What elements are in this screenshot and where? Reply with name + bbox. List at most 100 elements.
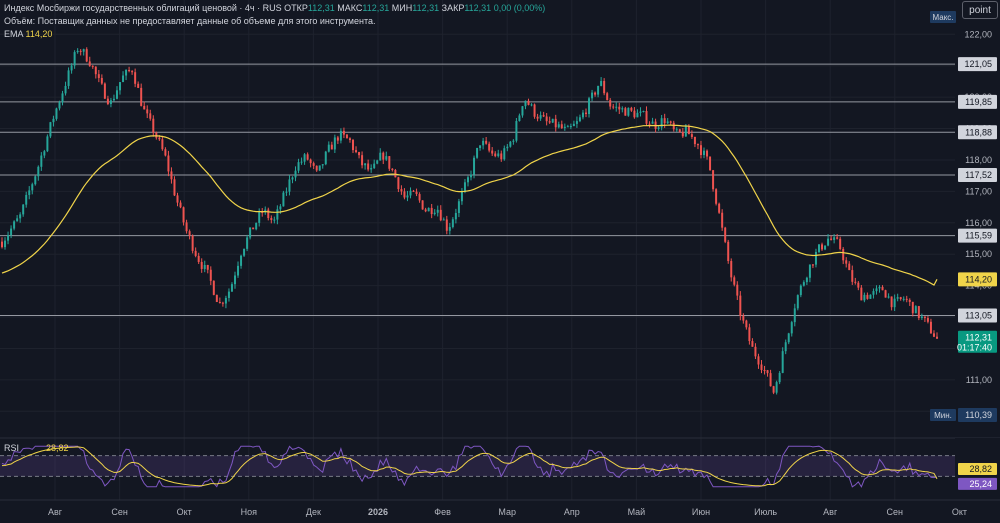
candle-body xyxy=(639,111,642,113)
candle-body xyxy=(433,212,436,215)
price-tick-label: 117,00 xyxy=(965,186,992,196)
candle-body xyxy=(893,298,896,308)
candle-body xyxy=(663,118,666,124)
candle-body xyxy=(240,255,243,266)
candle-body xyxy=(621,108,624,110)
candle-body xyxy=(385,156,388,160)
candle-body xyxy=(684,126,687,137)
candle-body xyxy=(300,161,303,163)
candle-body xyxy=(206,264,209,270)
candle-body xyxy=(361,155,364,166)
price-tick-label: 122,00 xyxy=(964,29,992,39)
point-button[interactable]: point xyxy=(962,1,998,19)
candle-body xyxy=(633,110,636,118)
candle-body xyxy=(318,165,321,171)
level-line-tag: 118,88 xyxy=(965,127,992,137)
candle-body xyxy=(463,182,466,192)
candle-body xyxy=(923,316,926,319)
candle-body xyxy=(627,107,630,116)
candle-body xyxy=(536,116,539,119)
ema-price-tag: 114,20 xyxy=(965,274,992,284)
candle-body xyxy=(13,221,16,229)
rsi-tag-bg xyxy=(958,477,997,490)
candle-body xyxy=(258,212,261,223)
candle-body xyxy=(748,327,751,342)
candle-body xyxy=(545,116,548,122)
time-tick-label: Сен xyxy=(887,507,904,517)
candle-body xyxy=(917,306,920,319)
candle-body xyxy=(451,219,454,228)
candle-body xyxy=(352,139,355,151)
candle-body xyxy=(766,370,769,374)
candle-body xyxy=(421,200,424,210)
candle-body xyxy=(775,382,778,393)
candle-body xyxy=(660,118,663,128)
candle-body xyxy=(569,126,572,128)
candle-body xyxy=(575,121,578,124)
candle-body xyxy=(612,106,615,108)
candle-body xyxy=(330,144,333,150)
level-line-tag-bg xyxy=(958,94,997,109)
candle-body xyxy=(79,50,82,52)
candle-body xyxy=(306,154,309,160)
candle-body xyxy=(454,212,457,220)
candle-body xyxy=(88,61,91,66)
min-value-tag: 110,39 xyxy=(965,410,992,420)
candle-body xyxy=(742,315,745,321)
max-label: Макс. xyxy=(932,13,953,22)
max-label-bg xyxy=(930,11,956,23)
candle-body xyxy=(615,106,618,108)
last-price-tag: 112,31 xyxy=(965,333,992,343)
price-tick-label: 118,00 xyxy=(965,155,992,165)
level-line-tag: 117,52 xyxy=(965,170,992,180)
candle-body xyxy=(131,71,134,73)
candle-body xyxy=(827,238,830,246)
level-line-tag-bg xyxy=(958,125,997,140)
candle-body xyxy=(161,139,164,150)
candle-body xyxy=(109,100,112,105)
candle-body xyxy=(466,177,469,183)
candle-body xyxy=(367,163,370,170)
min-label: Мин. xyxy=(934,411,952,420)
candle-body xyxy=(100,77,103,84)
price-tick-label: 116,00 xyxy=(965,218,992,228)
candle-body xyxy=(839,238,842,249)
candle-body xyxy=(584,112,587,115)
candle-body xyxy=(554,118,557,128)
candle-body xyxy=(824,245,827,250)
candle-body xyxy=(115,90,118,99)
level-line-tag: 119,85 xyxy=(965,97,992,107)
level-line-tag-bg xyxy=(958,308,997,323)
candle-body xyxy=(733,277,736,285)
chart-legend: Индекс Мосбиржи государственных облигаци… xyxy=(4,3,546,13)
candle-body xyxy=(512,140,515,142)
candle-body xyxy=(793,308,796,323)
candle-body xyxy=(276,209,279,220)
candle-body xyxy=(817,244,820,252)
candle-body xyxy=(578,117,581,122)
candle-body xyxy=(681,131,684,137)
candle-body xyxy=(22,204,25,215)
candle-body xyxy=(46,136,49,152)
candle-body xyxy=(436,209,439,213)
level-line-tag: 113,05 xyxy=(965,310,992,320)
candle-body xyxy=(185,222,188,232)
candle-body xyxy=(772,386,775,393)
candle-body xyxy=(146,109,149,114)
candle-body xyxy=(609,100,612,107)
candle-body xyxy=(424,209,427,212)
candle-body xyxy=(905,298,908,300)
candle-body xyxy=(494,153,497,157)
candle-body xyxy=(224,297,227,304)
candle-body xyxy=(591,92,594,99)
candle-body xyxy=(724,227,727,242)
candle-body xyxy=(911,301,914,314)
candle-body xyxy=(460,191,463,202)
candle-body xyxy=(588,98,591,115)
candle-body xyxy=(155,132,158,138)
candle-body xyxy=(769,373,772,387)
candle-body xyxy=(721,212,724,228)
candle-body xyxy=(651,121,654,124)
candle-body xyxy=(696,144,699,146)
